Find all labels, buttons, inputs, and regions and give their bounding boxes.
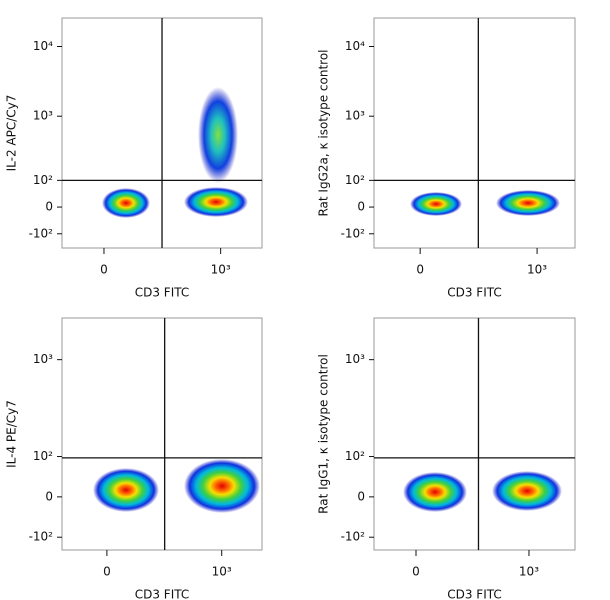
y-tick-label: -10² — [341, 226, 366, 240]
y-tick-label: 10² — [33, 449, 53, 463]
y-tick-label: 0 — [357, 200, 365, 214]
population — [102, 188, 150, 218]
y-tick-label: -10² — [29, 530, 54, 544]
x-axis-title: CD3 FITC — [135, 286, 190, 300]
y-tick-label: 10³ — [345, 109, 365, 123]
population — [184, 187, 248, 217]
x-tick-label: 0 — [412, 565, 420, 579]
y-tick-label: 10² — [345, 449, 365, 463]
x-tick-label: 10³ — [519, 565, 539, 579]
y-tick-label: 0 — [357, 489, 365, 503]
population — [198, 87, 238, 183]
x-axis-title: CD3 FITC — [447, 286, 502, 300]
population — [410, 192, 462, 216]
y-tick-label: 10² — [345, 173, 365, 187]
y-tick-label: 10³ — [345, 352, 365, 366]
population — [496, 190, 560, 216]
y-tick-label: 10⁴ — [345, 39, 365, 53]
population — [93, 468, 159, 512]
x-tick-label: 0 — [416, 263, 424, 277]
population — [492, 471, 562, 511]
y-axis-title: IL-4 PE/Cy7 — [5, 400, 19, 468]
y-tick-label: 10⁴ — [33, 39, 53, 53]
population — [403, 472, 467, 512]
y-tick-label: 0 — [45, 489, 53, 503]
x-tick-label: 0 — [100, 263, 108, 277]
populations — [93, 87, 562, 513]
y-axis-title: Rat IgG2a, κ isotype control — [317, 49, 331, 216]
plot-frame — [61, 317, 263, 551]
y-tick-label: 10² — [33, 173, 53, 187]
x-tick-label: 10³ — [212, 565, 232, 579]
x-tick-label: 10³ — [527, 263, 547, 277]
x-tick-label: 0 — [103, 565, 111, 579]
y-axis-title: Rat IgG1, κ isotype control — [317, 354, 331, 514]
x-tick-label: 10³ — [211, 263, 231, 277]
population — [184, 459, 260, 513]
y-tick-label: -10² — [29, 226, 54, 240]
y-tick-label: 10³ — [33, 109, 53, 123]
y-axis-title: IL-2 APC/Cy7 — [5, 95, 19, 172]
plot-frame — [373, 317, 576, 551]
x-axis-title: CD3 FITC — [447, 588, 502, 600]
plot-frame — [373, 17, 576, 249]
y-tick-label: 10³ — [33, 352, 53, 366]
x-axis-title: CD3 FITC — [135, 588, 190, 600]
y-tick-label: -10² — [341, 530, 366, 544]
y-tick-label: 0 — [45, 200, 53, 214]
